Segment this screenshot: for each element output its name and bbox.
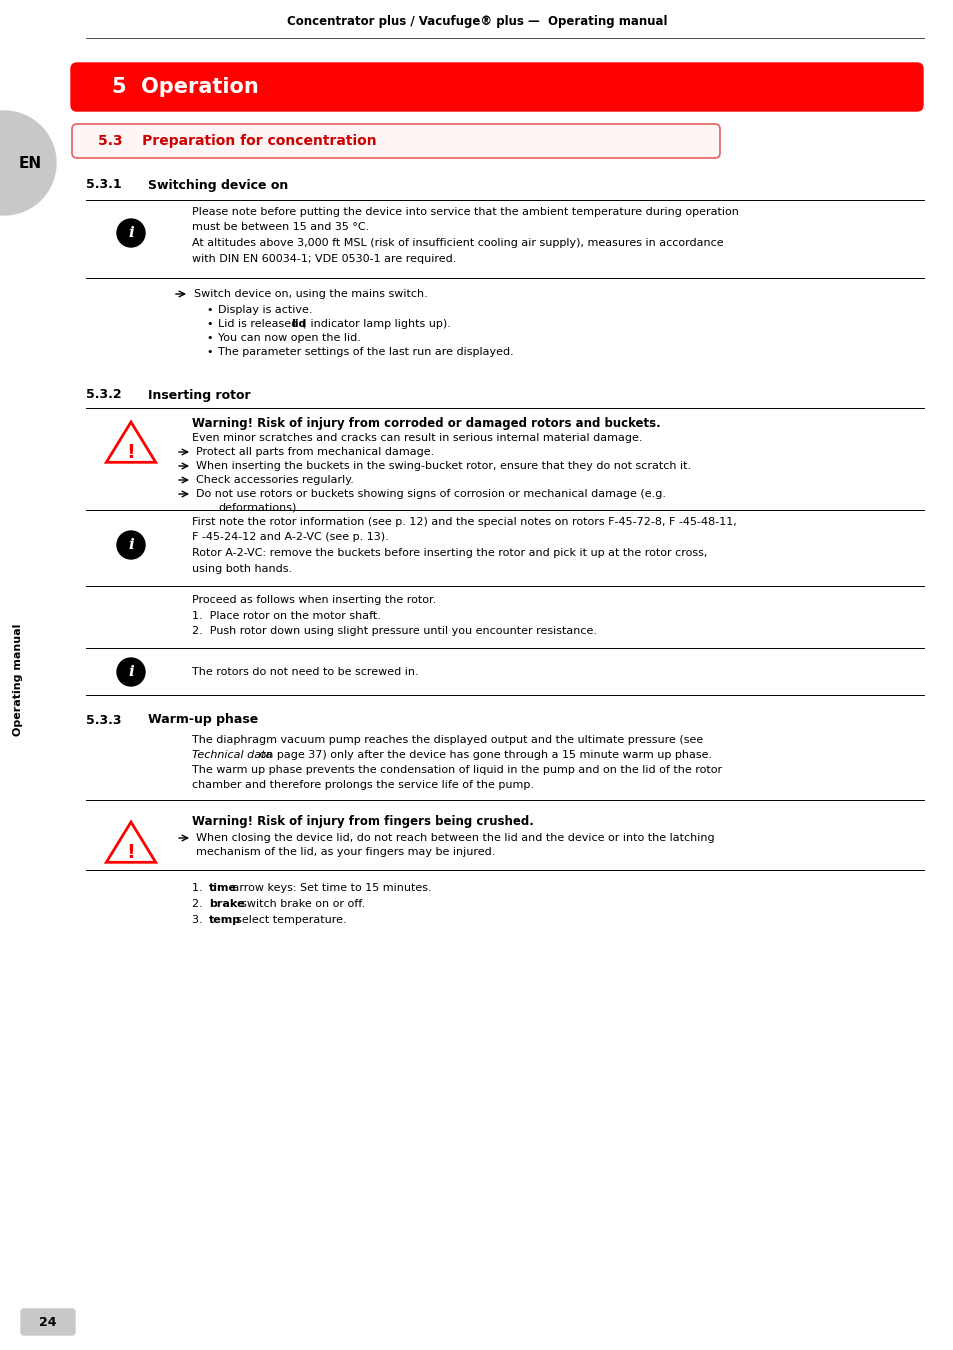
Text: mechanism of the lid, as your fingers may be injured.: mechanism of the lid, as your fingers ma… <box>195 846 495 857</box>
Circle shape <box>0 111 56 215</box>
Text: with DIN EN 60034-1; VDE 0530-1 are required.: with DIN EN 60034-1; VDE 0530-1 are requ… <box>192 254 456 263</box>
Text: Switching device on: Switching device on <box>148 178 288 192</box>
Text: Please note before putting the device into service that the ambient temperature : Please note before putting the device in… <box>192 207 739 217</box>
Text: arrow keys: Set time to 15 minutes.: arrow keys: Set time to 15 minutes. <box>229 883 432 892</box>
Text: 2.: 2. <box>192 899 206 909</box>
Text: 3.: 3. <box>192 915 206 925</box>
Text: on page 37) only after the device has gone through a 15 minute warm up phase.: on page 37) only after the device has go… <box>255 751 711 760</box>
Text: chamber and therefore prolongs the service life of the pump.: chamber and therefore prolongs the servi… <box>192 780 534 790</box>
Text: Concentrator plus / Vacufuge® plus —  Operating manual: Concentrator plus / Vacufuge® plus — Ope… <box>287 15 666 28</box>
Text: When closing the device lid, do not reach between the lid and the device or into: When closing the device lid, do not reac… <box>195 833 714 842</box>
Polygon shape <box>106 822 155 863</box>
Text: Inserting rotor: Inserting rotor <box>148 389 251 401</box>
Text: 24: 24 <box>39 1315 56 1328</box>
Text: Lid is released (: Lid is released ( <box>218 319 306 329</box>
Text: Even minor scratches and cracks can result in serious internal material damage.: Even minor scratches and cracks can resu… <box>192 433 641 443</box>
Text: The warm up phase prevents the condensation of liquid in the pump and on the lid: The warm up phase prevents the condensat… <box>192 765 721 775</box>
Text: i: i <box>128 539 133 552</box>
Text: EN: EN <box>18 155 42 170</box>
Text: The diaphragm vacuum pump reaches the displayed output and the ultimate pressure: The diaphragm vacuum pump reaches the di… <box>192 734 702 745</box>
FancyBboxPatch shape <box>21 1310 75 1335</box>
Text: 2.  Push rotor down using slight pressure until you encounter resistance.: 2. Push rotor down using slight pressure… <box>192 626 597 636</box>
Text: 5.3.3: 5.3.3 <box>86 714 121 726</box>
Text: First note the rotor information (see p. 12) and the special notes on rotors F-4: First note the rotor information (see p.… <box>192 517 736 526</box>
Text: temp: temp <box>209 915 241 925</box>
Text: At altitudes above 3,000 ft MSL (risk of insufficient cooling air supply), measu: At altitudes above 3,000 ft MSL (risk of… <box>192 238 723 248</box>
Text: Display is active.: Display is active. <box>218 305 313 315</box>
Text: 5.3.2: 5.3.2 <box>86 389 121 401</box>
Text: •: • <box>207 347 213 356</box>
FancyBboxPatch shape <box>71 124 720 158</box>
Polygon shape <box>106 423 155 462</box>
Text: Do not use rotors or buckets showing signs of corrosion or mechanical damage (e.: Do not use rotors or buckets showing sig… <box>195 489 665 500</box>
Text: time: time <box>209 883 236 892</box>
Text: using both hands.: using both hands. <box>192 563 292 574</box>
Text: The rotors do not need to be screwed in.: The rotors do not need to be screwed in. <box>192 667 418 676</box>
Text: Technical data: Technical data <box>192 751 273 760</box>
Circle shape <box>117 219 145 247</box>
Text: 5.3.1: 5.3.1 <box>86 178 121 192</box>
Text: !: ! <box>127 443 135 462</box>
Text: i: i <box>128 225 133 240</box>
Text: !: ! <box>127 844 135 863</box>
Text: deformations).: deformations). <box>218 504 299 513</box>
Text: •: • <box>207 333 213 343</box>
Text: Switch device on, using the mains switch.: Switch device on, using the mains switch… <box>193 289 427 298</box>
Text: Warm-up phase: Warm-up phase <box>148 714 258 726</box>
Text: indicator lamp lights up).: indicator lamp lights up). <box>306 319 450 329</box>
Text: Check accessories regularly.: Check accessories regularly. <box>195 475 354 485</box>
Text: lid: lid <box>291 319 306 329</box>
Text: Operating manual: Operating manual <box>13 624 23 736</box>
Text: F -45-24-12 and A-2-VC (see p. 13).: F -45-24-12 and A-2-VC (see p. 13). <box>192 532 388 543</box>
Text: •: • <box>207 319 213 329</box>
Text: When inserting the buckets in the swing-bucket rotor, ensure that they do not sc: When inserting the buckets in the swing-… <box>195 460 690 471</box>
Circle shape <box>117 657 145 686</box>
Text: You can now open the lid.: You can now open the lid. <box>218 333 360 343</box>
Text: The parameter settings of the last run are displayed.: The parameter settings of the last run a… <box>218 347 514 356</box>
Circle shape <box>117 531 145 559</box>
Text: 1.: 1. <box>192 883 206 892</box>
Text: Warning! Risk of injury from corroded or damaged rotors and buckets.: Warning! Risk of injury from corroded or… <box>192 417 660 431</box>
Text: Rotor A-2-VC: remove the buckets before inserting the rotor and pick it up at th: Rotor A-2-VC: remove the buckets before … <box>192 548 706 558</box>
Text: must be between 15 and 35 °C.: must be between 15 and 35 °C. <box>192 223 369 232</box>
Text: 5.3    Preparation for concentration: 5.3 Preparation for concentration <box>98 134 376 148</box>
FancyBboxPatch shape <box>71 63 923 111</box>
Text: i: i <box>128 666 133 679</box>
Text: Warning! Risk of injury from fingers being crushed.: Warning! Risk of injury from fingers bei… <box>192 815 534 829</box>
Text: brake: brake <box>209 899 244 909</box>
Text: 1.  Place rotor on the motor shaft.: 1. Place rotor on the motor shaft. <box>192 612 380 621</box>
Text: 5  Operation: 5 Operation <box>112 77 258 97</box>
Text: •: • <box>207 305 213 315</box>
Text: : select temperature.: : select temperature. <box>229 915 347 925</box>
Text: Protect all parts from mechanical damage.: Protect all parts from mechanical damage… <box>195 447 434 458</box>
Text: Proceed as follows when inserting the rotor.: Proceed as follows when inserting the ro… <box>192 595 436 605</box>
Text: : switch brake on or off.: : switch brake on or off. <box>234 899 365 909</box>
